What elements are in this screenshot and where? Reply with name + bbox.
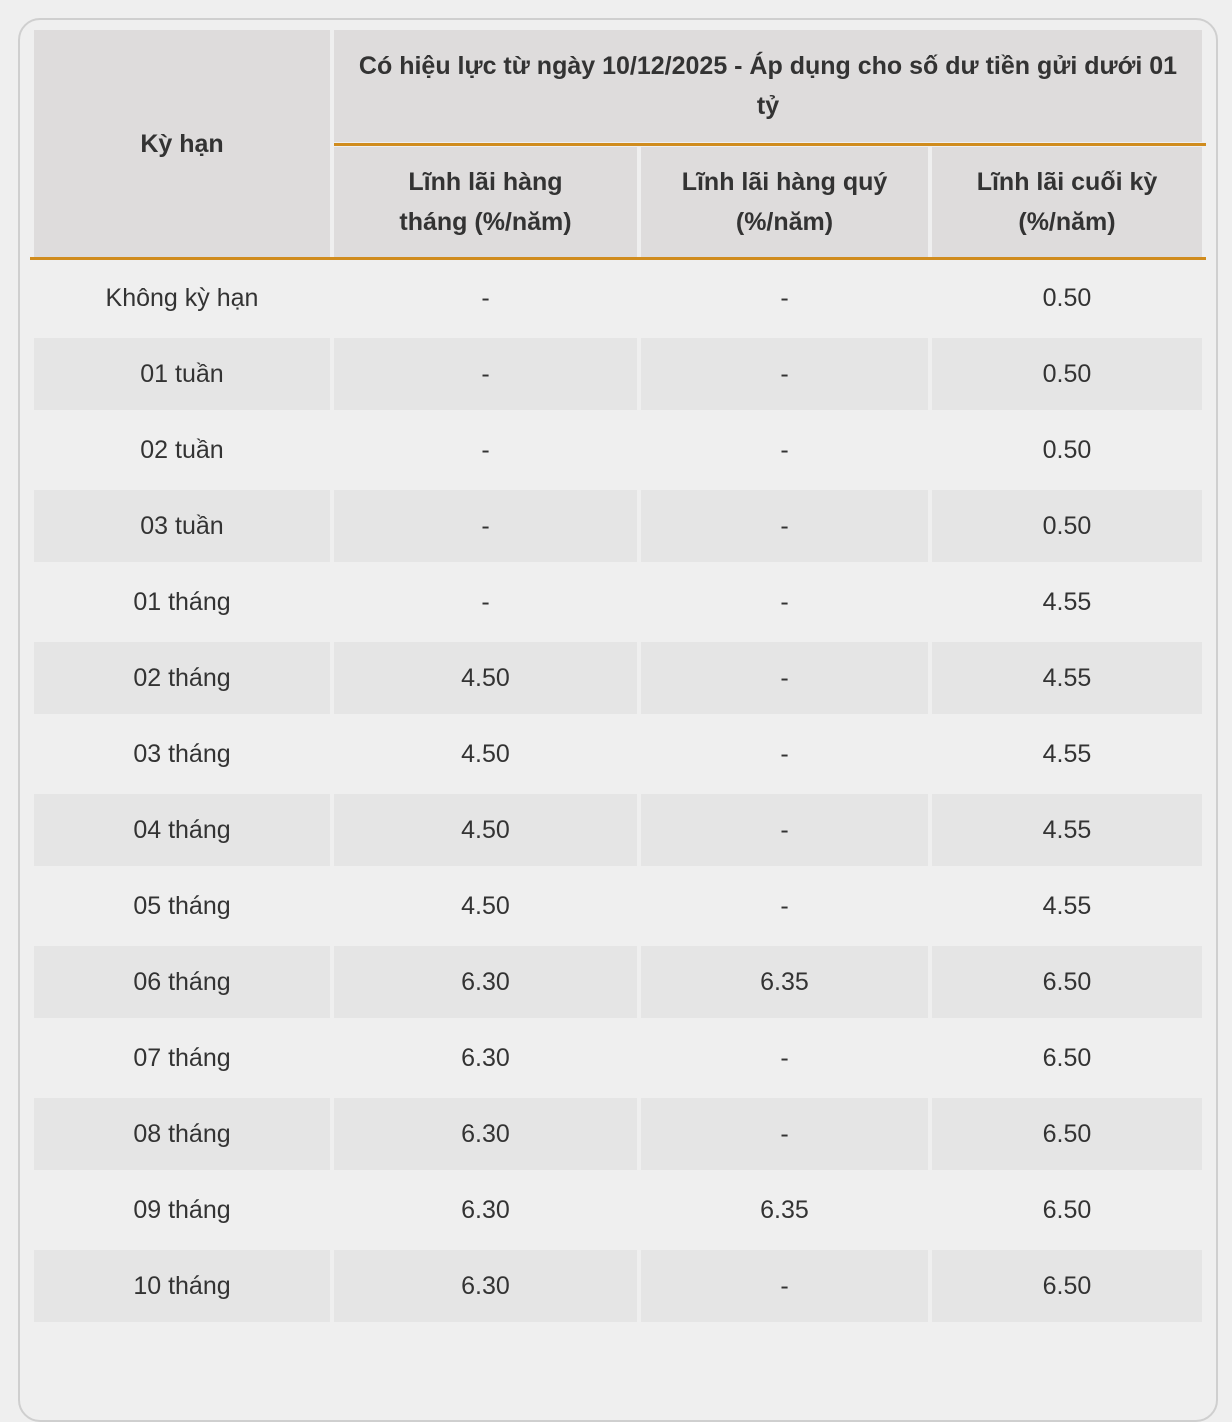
cell-quarterly: 6.35 <box>641 946 928 1018</box>
cell-term: Không kỳ hạn <box>105 283 259 312</box>
cell-monthly: 6.30 <box>334 946 637 1018</box>
cell-quarterly: - <box>641 642 928 714</box>
cell-term: 02 tuần <box>140 435 224 464</box>
cell-monthly: 4.50 <box>334 794 637 866</box>
cell-end-term: 6.50 <box>932 1250 1202 1322</box>
table-row: 10 tháng 6.30-6.50 <box>34 1250 1202 1322</box>
cell-monthly: - <box>481 587 490 616</box>
table-row: Không kỳ hạn - - 0.50 <box>34 262 1202 334</box>
cell-monthly: - <box>334 490 637 562</box>
cell-end-term: 6.50 <box>1042 1195 1092 1224</box>
cell-end-term: 4.55 <box>1042 739 1092 768</box>
cell-monthly: 6.30 <box>334 1098 637 1170</box>
cell-quarterly: - <box>780 1043 789 1072</box>
cell-term: 03 tháng <box>133 739 231 768</box>
header-monthly: Lĩnh lãi hàng tháng (%/năm) <box>334 147 637 257</box>
cell-monthly: - <box>481 435 490 464</box>
cell-term: 04 tháng <box>34 794 330 866</box>
cell-end-term: 4.55 <box>1042 587 1092 616</box>
cell-end-term: 6.50 <box>1042 1043 1092 1072</box>
table-row: 09 tháng 6.30 6.35 6.50 <box>34 1174 1202 1246</box>
table-row: 02 tháng 4.50-4.55 <box>34 642 1202 714</box>
cell-quarterly: - <box>780 891 789 920</box>
table-row: 05 tháng 4.50 - 4.55 <box>34 870 1202 942</box>
cell-term: 08 tháng <box>34 1098 330 1170</box>
cell-quarterly: - <box>641 490 928 562</box>
cell-end-term: 6.50 <box>932 1098 1202 1170</box>
table-row: 01 tuần - -0.50 <box>34 338 1202 410</box>
header-group: Có hiệu lực từ ngày 10/12/2025 - Áp dụng… <box>334 30 1202 142</box>
header-bottom-border <box>30 257 1206 260</box>
cell-term: 01 tuần <box>34 338 330 410</box>
cell-monthly: - <box>481 283 490 312</box>
cell-term: 06 tháng <box>34 946 330 1018</box>
header-end-term: Lĩnh lãi cuối kỳ (%/năm) <box>932 147 1202 257</box>
cell-monthly: 6.30 <box>334 1250 637 1322</box>
table-row: 04 tháng 4.50-4.55 <box>34 794 1202 866</box>
cell-term: 09 tháng <box>133 1195 231 1224</box>
cell-quarterly: - <box>780 435 789 464</box>
cell-term: 05 tháng <box>133 891 231 920</box>
header-divider <box>334 143 1206 146</box>
table-row: 06 tháng 6.30 6.35 6.50 <box>34 946 1202 1018</box>
cell-term: 03 tuần <box>34 490 330 562</box>
cell-end-term: 0.50 <box>1042 283 1092 312</box>
cell-end-term: 4.55 <box>932 794 1202 866</box>
cell-quarterly: - <box>780 739 789 768</box>
cell-quarterly: - <box>780 283 789 312</box>
table-row: 07 tháng 6.30 - 6.50 <box>34 1022 1202 1094</box>
cell-term: 02 tháng <box>34 642 330 714</box>
cell-monthly: 4.50 <box>461 891 510 920</box>
header-quarterly: Lĩnh lãi hàng quý (%/năm) <box>641 147 928 257</box>
table-row: 01 tháng - - 4.55 <box>34 566 1202 638</box>
cell-monthly: 6.30 <box>461 1195 510 1224</box>
cell-end-term: 4.55 <box>1042 891 1092 920</box>
table-row: 02 tuần - - 0.50 <box>34 414 1202 486</box>
cell-term: 07 tháng <box>133 1043 231 1072</box>
cell-term: 01 tháng <box>133 587 231 616</box>
cell-quarterly: - <box>641 794 928 866</box>
cell-term: 10 tháng <box>34 1250 330 1322</box>
cell-end-term: 0.50 <box>932 338 1202 410</box>
cell-quarterly: - <box>780 587 789 616</box>
cell-end-term: 0.50 <box>932 490 1202 562</box>
cell-monthly: 4.50 <box>334 642 637 714</box>
cell-monthly: 4.50 <box>461 739 510 768</box>
cell-end-term: 6.50 <box>932 946 1202 1018</box>
cell-quarterly: - <box>641 1098 928 1170</box>
table-row: 03 tuần - -0.50 <box>34 490 1202 562</box>
cell-quarterly: 6.35 <box>760 1195 809 1224</box>
header-term: Kỳ hạn <box>34 30 330 257</box>
cell-quarterly: - <box>641 1250 928 1322</box>
table-row: 08 tháng 6.30-6.50 <box>34 1098 1202 1170</box>
cell-monthly: 6.30 <box>461 1043 510 1072</box>
cell-quarterly: - <box>641 338 928 410</box>
table-row: 03 tháng 4.50 - 4.55 <box>34 718 1202 790</box>
cell-end-term: 0.50 <box>1042 435 1092 464</box>
cell-monthly: - <box>334 338 637 410</box>
cell-end-term: 4.55 <box>932 642 1202 714</box>
